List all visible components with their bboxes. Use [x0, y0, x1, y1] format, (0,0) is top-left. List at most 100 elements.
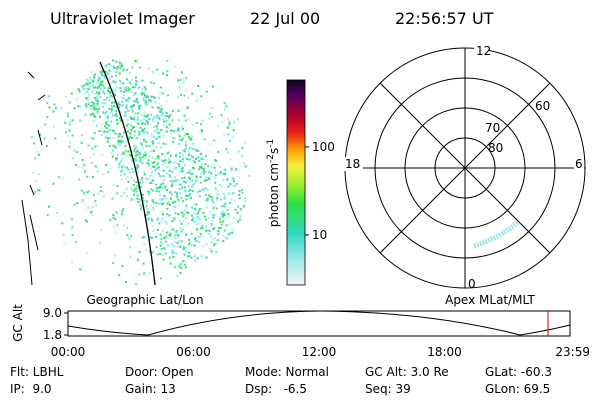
aurora-pixel [217, 151, 220, 153]
aurora-pixel [67, 128, 70, 131]
aurora-pixel [179, 226, 182, 229]
aurora-pixel [68, 129, 71, 132]
aurora-pixel [185, 247, 188, 249]
aurora-pixel [174, 241, 176, 244]
aurora-pixel [162, 152, 165, 155]
aurora-pixel [178, 135, 181, 138]
aurora-pixel [136, 81, 139, 83]
aurora-pixel [199, 176, 202, 179]
aurora-pixel [140, 144, 143, 147]
aurora-pixel [193, 207, 196, 210]
aurora-pixel [145, 151, 148, 154]
aurora-pixel [63, 242, 66, 245]
aurora-pixel [225, 105, 228, 108]
aurora-pixel [93, 76, 96, 79]
aurora-pixel [142, 118, 145, 121]
aurora-pixel [180, 211, 183, 214]
aurora-pixel [244, 141, 247, 144]
aurora-pixel [146, 122, 149, 125]
aurora-pixel [97, 192, 100, 195]
aurora-pixel [145, 153, 147, 156]
aurora-pixel [230, 179, 233, 182]
aurora-pixel [113, 114, 116, 117]
aurora-pixel [149, 100, 152, 103]
aurora-pixel [91, 206, 94, 208]
aurora-pixel [207, 217, 210, 220]
aurora-pixel [156, 114, 159, 117]
aurora-pixel [152, 117, 155, 120]
aurora-pixel [224, 236, 227, 239]
info-field: GLat: -60.3 [485, 365, 552, 379]
aurora-pixel [89, 156, 92, 159]
aurora-pixel [159, 194, 162, 197]
aurora-pixel [165, 74, 168, 77]
aurora-pixel [176, 194, 178, 197]
aurora-pixel [77, 105, 80, 108]
aurora-pixel [201, 227, 204, 230]
aurora-pixel [194, 236, 197, 239]
aurora-pixel [239, 217, 242, 220]
aurora-pixel [123, 192, 126, 195]
aurora-pixel [144, 100, 147, 103]
aurora-pixel [122, 151, 125, 154]
aurora-pixel [110, 64, 112, 67]
aurora-pixel [136, 87, 139, 90]
aurora-pixel [183, 214, 185, 217]
aurora-pixel [226, 209, 229, 212]
aurora-pixel [140, 161, 143, 164]
label-bg [474, 42, 488, 56]
aurora-pixel [188, 189, 191, 192]
aurora-pixel [199, 227, 202, 230]
aurora-pixel [184, 119, 187, 122]
aurora-pixel [130, 132, 133, 135]
aurora-pixel [135, 137, 138, 140]
aurora-pixel [141, 146, 144, 149]
polar-aurora [473, 220, 520, 249]
aurora-pixel [197, 149, 200, 152]
aurora-pixel [194, 259, 197, 262]
aurora-pixel [116, 185, 119, 187]
aurora-pixel [76, 97, 79, 100]
aurora-pixel [207, 196, 210, 199]
aurora-pixel [182, 228, 185, 231]
aurora-pixel [152, 96, 155, 98]
aurora-pixel [175, 154, 177, 157]
aurora-pixel [102, 105, 104, 108]
aurora-pixel [114, 94, 117, 97]
aurora-pixel [223, 197, 226, 200]
aurora-pixel [225, 217, 228, 220]
aurora-pixel [194, 157, 197, 160]
aurora-pixel [204, 187, 207, 190]
aurora-pixel [156, 155, 159, 158]
aurora-pixel [68, 101, 71, 104]
aurora-pixel [112, 149, 115, 152]
aurora-pixel [185, 250, 188, 253]
aurora-pixel [101, 80, 104, 83]
aurora-pixel [151, 156, 154, 159]
aurora-pixel [241, 189, 244, 192]
aurora-pixel [121, 100, 124, 103]
aurora-pixel [92, 153, 95, 156]
aurora-pixel [208, 171, 211, 174]
aurora-pixel [204, 163, 207, 166]
aurora-pixel [92, 137, 95, 140]
aurora-pixel [183, 148, 186, 151]
aurora-pixel [109, 111, 112, 114]
aurora-pixel [178, 129, 181, 132]
aurora-pixel [190, 197, 192, 200]
aurora-pixel [107, 115, 109, 118]
aurora-pixel [151, 206, 154, 209]
aurora-pixel [226, 151, 229, 154]
aurora-pixel [164, 161, 166, 164]
aurora-pixel [166, 70, 169, 73]
aurora-pixel [122, 119, 125, 122]
aurora-pixel [91, 108, 94, 111]
aurora-pixel [120, 96, 123, 99]
aurora-pixel [185, 171, 188, 174]
aurora-pixel [154, 117, 157, 120]
aurora-pixel [174, 235, 177, 238]
aurora-pixel [165, 112, 168, 114]
aurora-pixel [90, 113, 92, 116]
aurora-pixel [119, 66, 122, 69]
aurora-pixel [108, 128, 110, 131]
